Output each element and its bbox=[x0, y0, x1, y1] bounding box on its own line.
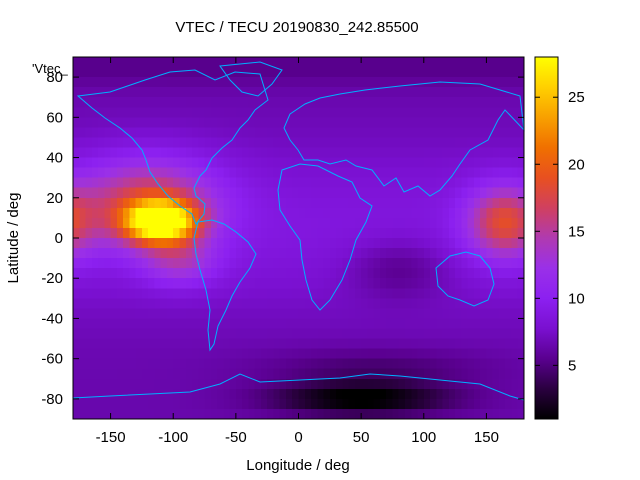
x-tick-label: 100 bbox=[411, 429, 436, 446]
y-axis-ticks: -80 -60 -40 -20 0 20 40 60 80 bbox=[41, 69, 524, 408]
y-tick-label: 20 bbox=[46, 190, 63, 207]
coastline-australia bbox=[435, 251, 495, 307]
y-tick-label: -20 bbox=[41, 270, 63, 287]
colorbar-tick-label: 25 bbox=[568, 89, 585, 106]
x-tick-label: 50 bbox=[353, 429, 370, 446]
x-tick-label: -150 bbox=[96, 429, 126, 446]
x-tick-label: 150 bbox=[474, 429, 499, 446]
x-tick-label: -100 bbox=[158, 429, 188, 446]
x-axis-label: Longitude / deg bbox=[246, 457, 349, 474]
y-tick-label: -40 bbox=[41, 310, 63, 327]
coastline-south-america bbox=[193, 219, 257, 352]
colorbar-gradient bbox=[534, 56, 559, 420]
colorbar-tick-label: 20 bbox=[568, 156, 585, 173]
coastline-greenland bbox=[219, 61, 283, 97]
colorbar: 5 10 15 20 25 bbox=[534, 56, 585, 420]
coastline-outlines bbox=[72, 61, 525, 401]
y-tick-label: 40 bbox=[46, 150, 63, 167]
x-tick-label: 0 bbox=[294, 429, 302, 446]
colorbar-ticks: 5 10 15 20 25 bbox=[535, 89, 585, 374]
y-tick-label: 60 bbox=[46, 109, 63, 126]
key-label: 'Vtec_ bbox=[32, 61, 68, 76]
y-tick-label: 0 bbox=[55, 230, 63, 247]
coastline-europe-asia bbox=[283, 81, 525, 197]
y-tick-label: 80 bbox=[46, 69, 63, 86]
coastline-antarctica bbox=[72, 373, 525, 401]
coastline-north-america bbox=[76, 69, 269, 225]
x-tick-label: -50 bbox=[225, 429, 247, 446]
y-axis-label: Latitude / deg bbox=[5, 193, 22, 284]
coastline-africa bbox=[277, 163, 373, 311]
chart-title: VTEC / TECU 20190830_242.85500 bbox=[175, 19, 418, 36]
colorbar-tick-label: 5 bbox=[568, 357, 576, 374]
colorbar-tick-label: 15 bbox=[568, 223, 585, 240]
y-tick-label: -60 bbox=[41, 351, 63, 368]
x-axis-ticks: -150 -100 -50 0 50 100 150 bbox=[96, 57, 499, 446]
y-tick-label: -80 bbox=[41, 391, 63, 408]
colorbar-tick-label: 10 bbox=[568, 290, 585, 307]
